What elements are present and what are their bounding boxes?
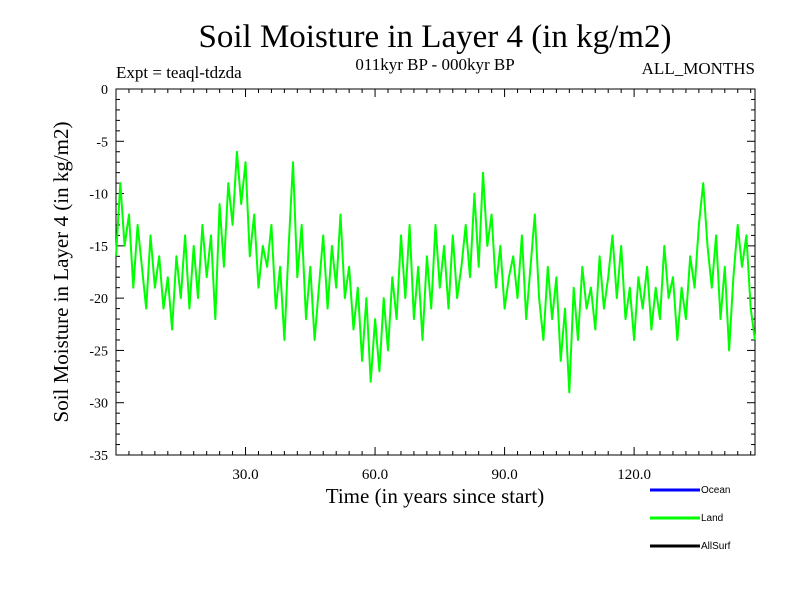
x-axis-label: Time (in years since start): [326, 484, 545, 508]
legend-label-land: Land: [701, 513, 723, 524]
legend-label-ocean: Ocean: [701, 485, 730, 496]
x-tick-label: 120.0: [617, 467, 651, 483]
x-tick-label: 30.0: [232, 467, 258, 483]
series-line-land: [115, 150, 756, 394]
plot-frame: [115, 88, 756, 456]
y-tick-label: 0: [101, 83, 108, 98]
y-tick-label: -25: [89, 344, 108, 359]
experiment-label: Expt = teaql-tdzda: [116, 63, 242, 82]
y-axis-label: Soil Moisture in Layer 4 (in kg/m2): [49, 122, 73, 423]
y-tick-label: -10: [89, 188, 108, 203]
y-tick-label: -30: [89, 397, 108, 412]
y-tick-label: -35: [89, 449, 108, 464]
x-axis: 30.0 60.0 90.0 120.0: [128, 89, 752, 483]
y-tick-label: -15: [89, 240, 108, 255]
x-tick-label: 60.0: [362, 467, 388, 483]
series-layer: [115, 150, 756, 394]
legend: Ocean Land AllSurf: [650, 485, 731, 552]
y-tick-label: -5: [96, 135, 108, 150]
y-axis: 0 -5 -10 -15 -20 -25 -30 -35: [89, 83, 755, 464]
y-tick-label: -20: [89, 292, 108, 307]
time-range-label: 011kyr BP - 000kyr BP: [355, 55, 514, 74]
chart-title: Soil Moisture in Layer 4 (in kg/m2): [199, 19, 672, 55]
x-tick-label: 90.0: [491, 467, 517, 483]
months-label: ALL_MONTHS: [642, 59, 755, 78]
legend-label-allsurf: AllSurf: [701, 541, 731, 552]
